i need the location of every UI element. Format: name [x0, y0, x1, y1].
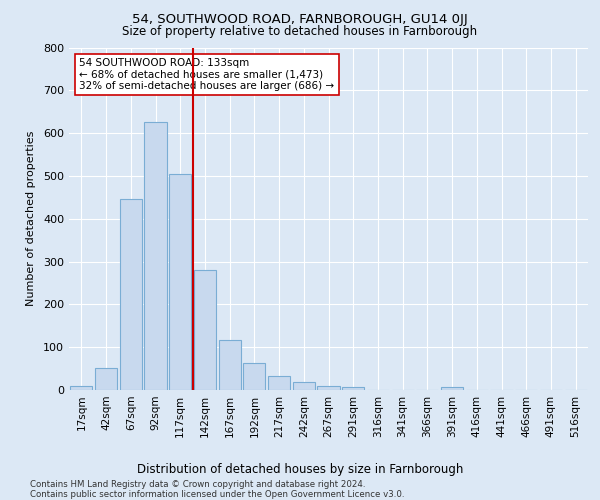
Bar: [317, 386, 340, 390]
Bar: [70, 386, 92, 390]
Bar: [169, 174, 191, 390]
Y-axis label: Number of detached properties: Number of detached properties: [26, 131, 36, 306]
Text: 54 SOUTHWOOD ROAD: 133sqm
← 68% of detached houses are smaller (1,473)
32% of se: 54 SOUTHWOOD ROAD: 133sqm ← 68% of detac…: [79, 58, 335, 91]
Bar: [293, 382, 315, 390]
Text: Distribution of detached houses by size in Farnborough: Distribution of detached houses by size …: [137, 462, 463, 475]
Text: Size of property relative to detached houses in Farnborough: Size of property relative to detached ho…: [122, 25, 478, 38]
Bar: [441, 387, 463, 390]
Bar: [218, 340, 241, 390]
Bar: [194, 270, 216, 390]
Bar: [95, 368, 117, 390]
Text: 54, SOUTHWOOD ROAD, FARNBOROUGH, GU14 0JJ: 54, SOUTHWOOD ROAD, FARNBOROUGH, GU14 0J…: [132, 12, 468, 26]
Bar: [119, 198, 142, 390]
Text: Contains HM Land Registry data © Crown copyright and database right 2024.: Contains HM Land Registry data © Crown c…: [30, 480, 365, 489]
Bar: [342, 386, 364, 390]
Bar: [145, 122, 167, 390]
Text: Contains public sector information licensed under the Open Government Licence v3: Contains public sector information licen…: [30, 490, 404, 499]
Bar: [268, 376, 290, 390]
Bar: [243, 364, 265, 390]
